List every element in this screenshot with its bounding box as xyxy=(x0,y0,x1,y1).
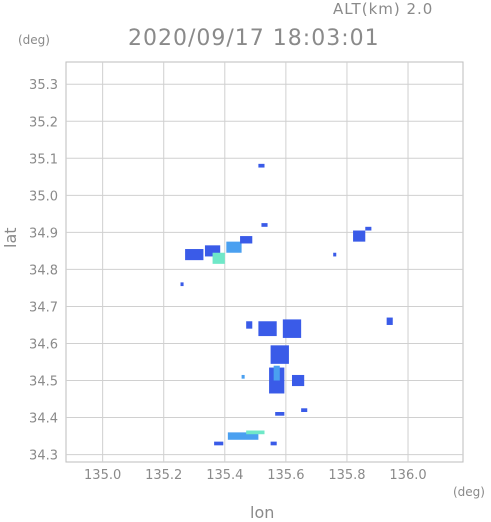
x-tick-label: 135.8 xyxy=(328,468,365,483)
echo-cell xyxy=(204,245,221,257)
echo-cell xyxy=(258,163,265,168)
echo-cell xyxy=(246,321,253,329)
x-tick-label: 136.0 xyxy=(389,468,426,483)
y-tick-label: 35.0 xyxy=(29,189,58,204)
echo-cell xyxy=(241,374,245,379)
echo-cell xyxy=(227,432,259,440)
y-axis-unit: (deg) xyxy=(18,33,50,47)
x-tick-label: 135.0 xyxy=(84,468,121,483)
x-tick-label: 135.4 xyxy=(206,468,243,483)
echo-cell xyxy=(291,374,305,387)
echo-cell xyxy=(270,441,277,446)
grid-lines xyxy=(66,62,463,462)
y-tick-label: 34.3 xyxy=(29,449,58,464)
y-tick-label: 35.2 xyxy=(29,115,58,130)
echo-cell xyxy=(240,236,253,244)
echo-cell xyxy=(258,321,277,337)
x-tick-label: 135.2 xyxy=(145,468,182,483)
altitude-label: ALT(km) 2.0 xyxy=(333,0,434,18)
y-tick-label: 34.5 xyxy=(29,375,58,390)
echo-cell xyxy=(261,223,268,227)
echo-cells xyxy=(180,163,393,446)
echo-cell xyxy=(270,345,289,364)
x-tick-labels: 135.0 135.2 135.4 135.6 135.8 136.0 xyxy=(84,468,427,483)
y-tick-label: 34.9 xyxy=(29,226,58,241)
echo-cell xyxy=(180,282,184,287)
y-tick-label: 34.7 xyxy=(29,300,58,315)
y-tick-label: 35.3 xyxy=(29,78,58,93)
echo-cell xyxy=(365,226,372,231)
echo-cell xyxy=(353,230,366,242)
y-tick-label: 35.1 xyxy=(29,152,58,167)
echo-cell xyxy=(214,441,224,446)
plot-frame xyxy=(65,61,464,463)
echo-cell xyxy=(273,365,280,381)
y-tick-label: 34.4 xyxy=(29,412,58,427)
x-axis-label: lon xyxy=(250,503,275,522)
x-axis-unit: (deg) xyxy=(453,485,485,499)
echo-cell xyxy=(275,412,285,416)
echo-cell xyxy=(333,252,337,257)
y-tick-labels: 34.3 34.4 34.5 34.6 34.7 34.8 34.9 35.0 35.1 35.2… xyxy=(29,78,58,463)
echo-cell xyxy=(386,317,393,325)
echo-cell xyxy=(226,241,242,253)
y-tick-label: 34.8 xyxy=(29,263,58,278)
echo-cell xyxy=(212,252,225,264)
echo-cell xyxy=(246,430,265,435)
y-tick-label: 34.6 xyxy=(29,337,58,352)
echo-cell xyxy=(185,249,204,261)
echo-cell xyxy=(301,408,308,412)
echo-cell xyxy=(282,319,302,338)
x-tick-label: 135.6 xyxy=(267,468,304,483)
timestamp-title: 2020/09/17 18:03:01 xyxy=(128,26,380,51)
